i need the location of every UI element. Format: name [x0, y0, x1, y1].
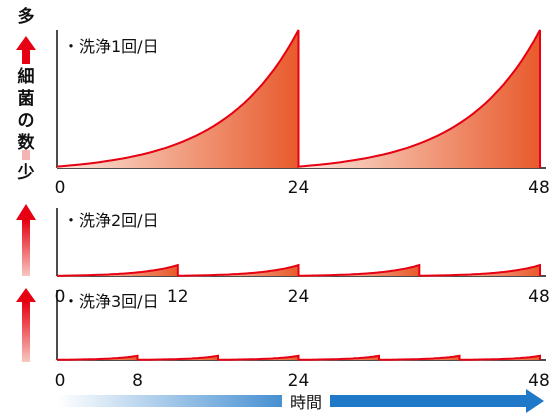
- y-axis-arrow: [16, 36, 36, 64]
- growth-curve: [137, 354, 219, 361]
- growth-area: [57, 265, 178, 276]
- growth-curve: [298, 263, 421, 277]
- time-axis-arrow: [58, 389, 544, 413]
- panel-1: ・洗浄1回/日 0 24 48: [55, 29, 550, 198]
- x-tick-label: 0: [55, 287, 66, 307]
- growth-curve: [56, 263, 179, 277]
- growth-area: [419, 265, 540, 276]
- x-tick-label: 24: [288, 371, 310, 391]
- growth-area: [57, 30, 299, 168]
- y-axis-bottom-label: 少: [17, 163, 35, 183]
- x-tick-label: 48: [528, 287, 550, 307]
- x-tick-label: 24: [288, 287, 310, 307]
- growth-curve: [419, 263, 541, 277]
- y-axis-arrow-tail: [22, 150, 30, 160]
- growth-curve: [56, 354, 139, 361]
- x-tick-label: 48: [528, 371, 550, 391]
- panel-3-y-arrow: [16, 288, 36, 362]
- x-tick-label: 12: [167, 287, 189, 307]
- growth-area: [298, 265, 420, 276]
- growth-curve: [298, 354, 380, 361]
- panel-label: ・洗浄3回/日: [63, 292, 159, 311]
- growth-curve: [56, 29, 300, 168]
- panel-2: ・洗浄2回/日 0 12 24 48: [55, 208, 550, 307]
- x-tick-label: 8: [132, 371, 143, 391]
- growth-curve: [177, 263, 300, 277]
- x-tick-label: 24: [288, 178, 310, 198]
- x-tick-label: 48: [528, 178, 550, 198]
- growth-curve: [378, 354, 461, 361]
- y-axis-top-label: 多: [18, 6, 35, 27]
- panel-label: ・洗浄2回/日: [63, 211, 159, 230]
- growth-area: [298, 30, 540, 168]
- x-tick-label: 0: [55, 371, 66, 391]
- y-axis-middle-label: 細菌の数: [18, 66, 36, 153]
- x-tick-label: 0: [55, 178, 66, 198]
- growth-area: [177, 265, 299, 276]
- growth-curve: [298, 29, 541, 168]
- panel-3: ・洗浄3回/日0 8 24 48: [55, 290, 550, 391]
- panel-2-y-arrow: [16, 204, 36, 276]
- panel-label: ・洗浄1回/日: [63, 37, 159, 56]
- time-axis-label: 時間: [290, 393, 322, 412]
- growth-curve: [459, 354, 541, 361]
- growth-curve: [217, 354, 300, 361]
